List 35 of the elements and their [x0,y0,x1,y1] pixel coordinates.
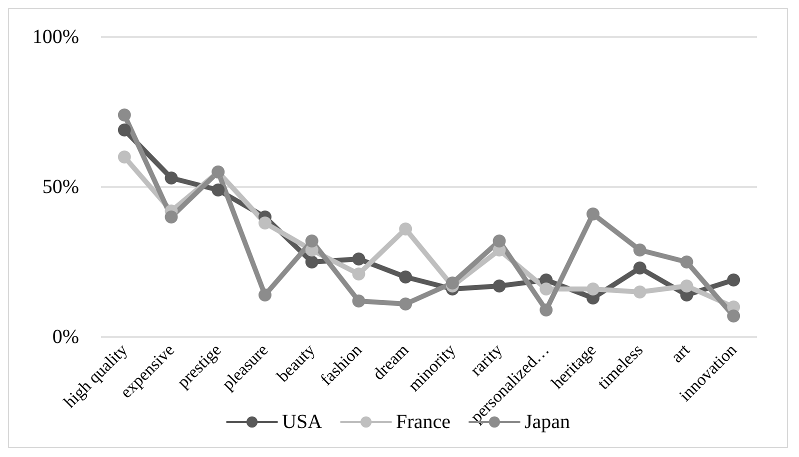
point [118,150,131,164]
point [633,286,646,298]
point [633,244,646,256]
point [164,172,178,184]
point [305,234,318,248]
point [258,288,272,302]
point [164,210,178,224]
point [680,280,694,292]
point [399,222,412,236]
point [586,208,600,220]
point [399,270,412,284]
point [118,108,131,122]
point [352,252,366,266]
point [492,280,506,292]
y-tick-label: 50% [42,176,79,198]
point [305,256,318,268]
point [586,282,600,296]
y-tick-label: 0% [52,326,79,348]
point [727,274,740,286]
point [118,124,131,136]
point [633,262,646,274]
point [212,184,225,196]
legend-label: France [396,411,451,433]
point [540,282,553,296]
point [352,294,366,308]
legend-label: USA [282,411,323,433]
point [258,216,272,230]
point [727,310,740,322]
point [446,276,459,290]
point [680,256,694,268]
point [492,234,506,248]
point [540,304,553,316]
y-tick-label: 100% [32,26,79,48]
point [352,268,366,280]
point [399,298,412,310]
